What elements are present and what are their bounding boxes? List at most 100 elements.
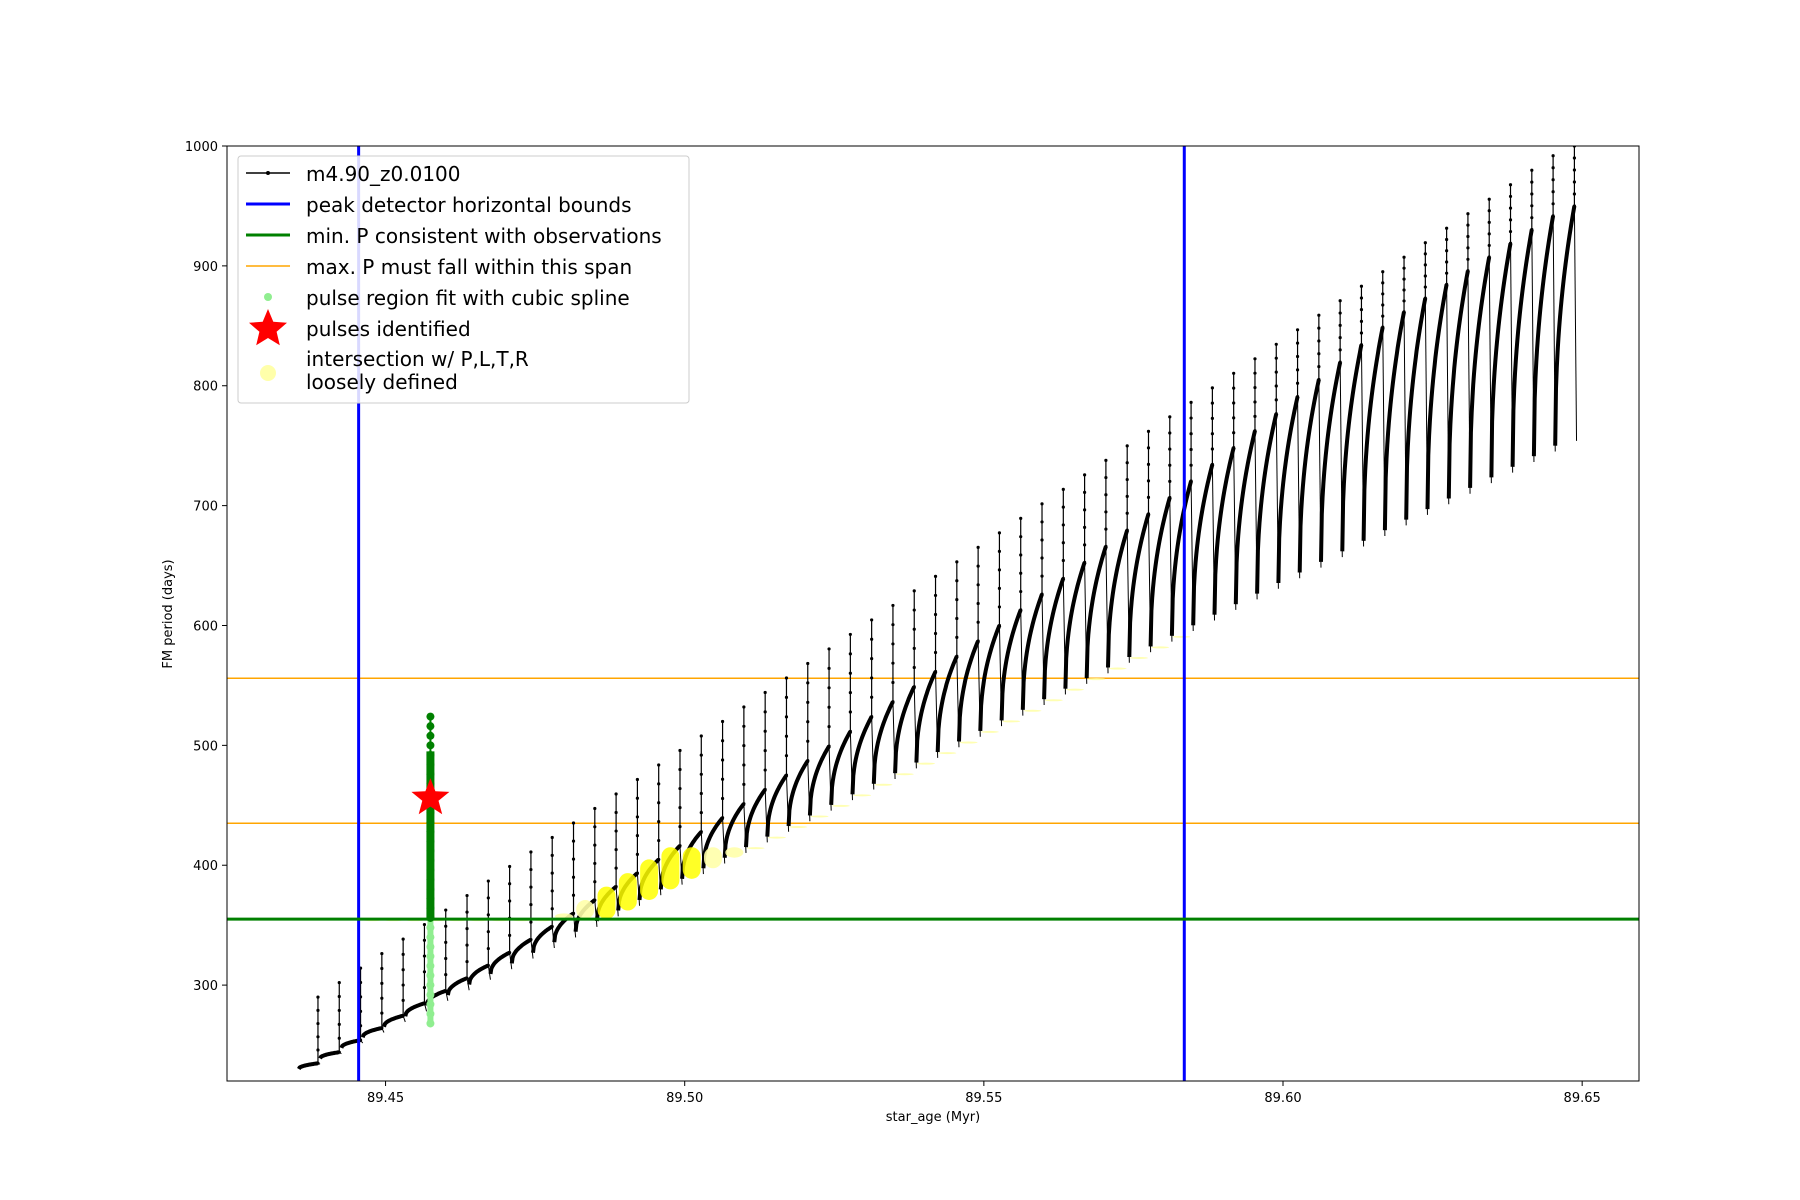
track-spike-point xyxy=(1402,255,1406,259)
track-spike-point xyxy=(784,695,789,699)
track-cycle-20 xyxy=(701,816,725,869)
track-spike-point xyxy=(401,968,405,972)
track-spike-point xyxy=(550,907,554,911)
pulses-identified-series xyxy=(411,778,450,815)
intersection-cluster-30 xyxy=(916,762,935,765)
spline-point xyxy=(426,923,435,932)
track-spike-point xyxy=(1146,429,1151,433)
track-cycle-21 xyxy=(722,802,746,858)
intersection-cluster-27 xyxy=(853,794,872,797)
track-spike-point xyxy=(1061,505,1065,509)
track-spike-point xyxy=(1210,432,1214,436)
track-spike-point xyxy=(1083,473,1087,477)
track-spike-point xyxy=(1061,487,1065,491)
track-drop-4 xyxy=(381,1027,385,1033)
track-cycle-59 xyxy=(1531,215,1556,457)
track-spike-point xyxy=(742,724,746,728)
intersection-cluster-18 xyxy=(661,847,680,890)
legend-entry-track: m4.90_z0.0100 xyxy=(246,162,461,186)
intersection-cluster-24 xyxy=(789,826,808,829)
spline-point xyxy=(426,952,435,961)
y-tick-label: 400 xyxy=(193,859,218,874)
track-spike-point xyxy=(1274,398,1278,402)
track-spike-point xyxy=(1359,308,1364,312)
spline-point xyxy=(426,990,435,999)
track-spike-point xyxy=(1040,574,1044,578)
spline-point xyxy=(426,856,435,865)
track-spike-point xyxy=(720,739,725,743)
track-spike-point xyxy=(848,671,852,675)
track-spike-point xyxy=(1551,202,1555,206)
track-spike-point xyxy=(848,652,852,656)
track-spike-point xyxy=(763,729,767,733)
track-spike-point xyxy=(316,1021,320,1026)
spline-point xyxy=(426,731,435,740)
track-spike-point xyxy=(316,1008,320,1012)
x-tick-label: 89.65 xyxy=(1564,1091,1601,1106)
track-spike-point xyxy=(1381,292,1385,296)
track-spike-point xyxy=(337,1008,341,1013)
track-drop-1 xyxy=(317,1062,321,1065)
track-spike-point xyxy=(870,618,874,622)
legend-label-spline: pulse region fit with cubic spline xyxy=(306,286,630,310)
track-spike-point xyxy=(827,686,831,690)
track-spike-point xyxy=(1530,192,1534,196)
track-spike-point xyxy=(401,937,405,941)
track-spike-point xyxy=(571,875,576,879)
track-spike-point xyxy=(380,1011,384,1015)
legend-frame xyxy=(237,155,690,404)
track-spike-point xyxy=(1508,206,1513,210)
track-spike-point xyxy=(1189,416,1193,420)
track-cycle-58 xyxy=(1510,229,1534,467)
track-spike-point xyxy=(806,700,810,704)
track-spike-point xyxy=(1466,223,1470,227)
track-spike-point xyxy=(1530,168,1534,172)
track-spike-point xyxy=(1381,281,1385,285)
track-spike-point xyxy=(657,820,661,824)
track-cycle-52 xyxy=(1382,311,1406,531)
track-spike-point xyxy=(1487,232,1491,236)
spline-point xyxy=(426,846,435,855)
track-spike-point xyxy=(465,926,469,931)
spline-point xyxy=(426,885,435,894)
track-spike-point xyxy=(1232,371,1236,375)
spline-point xyxy=(426,971,435,980)
track-cycle-47 xyxy=(1276,396,1300,584)
track-spike-point xyxy=(827,725,831,729)
intersection-cluster-23 xyxy=(767,836,786,839)
track-spike-point xyxy=(465,960,469,964)
track-cycle-25 xyxy=(807,745,831,816)
track-spike-point xyxy=(870,695,874,699)
y-axis-ticks: 300 400 500 600 700 800 900 1000 xyxy=(185,140,227,994)
track-spike-point xyxy=(1551,166,1555,170)
track-spike-point xyxy=(912,627,916,631)
track-spike-point xyxy=(976,620,980,624)
legend-label-track: m4.90_z0.0100 xyxy=(306,162,461,186)
track-cycle-40 xyxy=(1127,513,1151,658)
track-spike-point xyxy=(1295,381,1300,385)
track-spike-point xyxy=(1019,589,1023,594)
legend-entry-spline: pulse region fit with cubic spline xyxy=(264,286,630,310)
legend-entry-pulses: pulses identified xyxy=(249,309,471,346)
track-spike-point xyxy=(827,647,831,651)
track-spike-point xyxy=(1445,226,1449,230)
spline-point xyxy=(426,750,435,759)
track-spike-point xyxy=(1508,229,1513,234)
track-spike-point xyxy=(422,954,427,958)
track-cycle-51 xyxy=(1361,326,1385,541)
track-spike-point xyxy=(337,994,341,999)
track-spike-point xyxy=(976,545,980,549)
track-cycle-28 xyxy=(871,700,895,784)
track-spike-point xyxy=(1104,458,1108,462)
track-spike-point xyxy=(955,635,959,640)
track-spike-point xyxy=(550,835,554,840)
track-spike-point xyxy=(806,720,810,724)
legend-label-intersection-line2: loosely defined xyxy=(306,370,458,394)
y-axis-label: FM period (days) xyxy=(161,559,176,668)
track-spike-point xyxy=(1359,319,1364,323)
track-spike-point xyxy=(1530,227,1534,232)
y-tick-label: 700 xyxy=(193,500,218,515)
track-spike-point xyxy=(784,754,789,758)
track-spike-point xyxy=(593,825,597,829)
track-spike-point xyxy=(1317,339,1321,343)
